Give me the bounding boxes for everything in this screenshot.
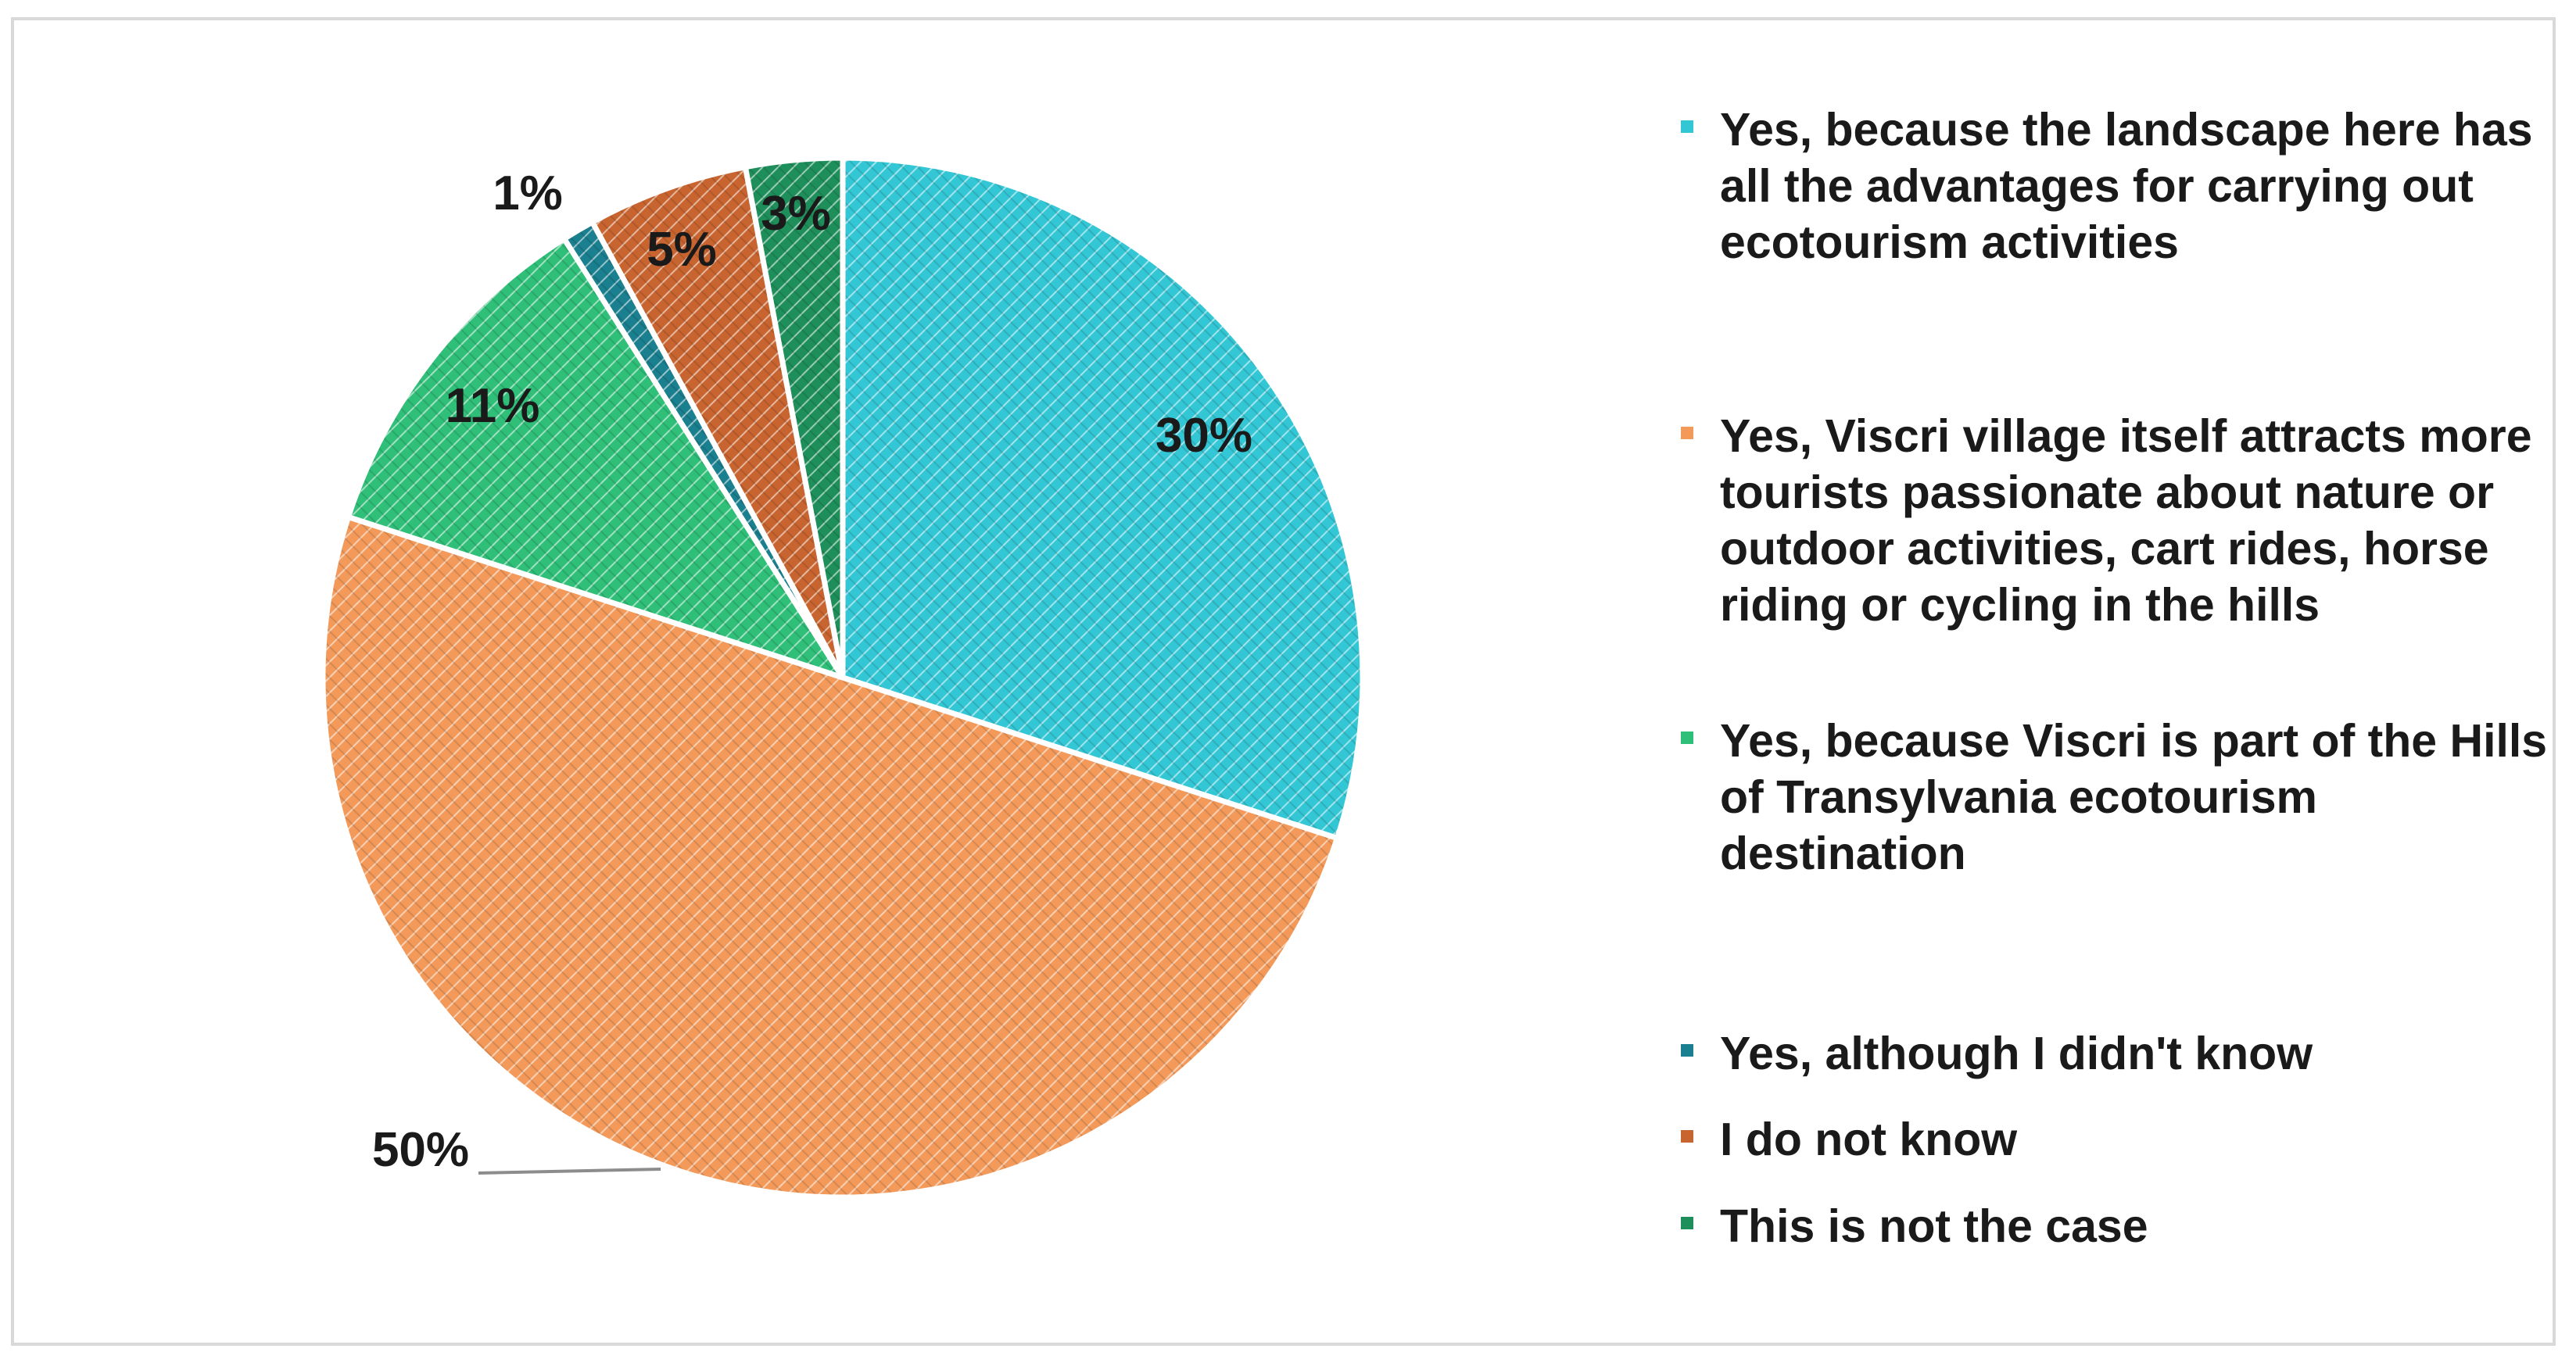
pie-slice-village [320, 513, 1341, 1200]
leader-line-50 [478, 1168, 661, 1175]
legend-label-landscape: Yes, because the landscape here has all … [1720, 104, 2533, 268]
pie-slice-not-the-case [742, 155, 846, 678]
legend-swatch-not-the-case [1681, 1217, 1693, 1229]
pie-slice-hills [345, 234, 850, 683]
legend-label-do-not-know: I do not know [1720, 1114, 2018, 1165]
legend-swatch-landscape [1681, 120, 1693, 133]
slice-label-didnt-know: 1% [493, 166, 563, 220]
slice-label-do-not-know: 5% [647, 223, 717, 277]
legend-swatch-do-not-know [1681, 1130, 1693, 1143]
legend-swatch-hills [1681, 732, 1693, 744]
slice-label-landscape: 30% [1155, 409, 1252, 463]
slice-label-not-the-case: 3% [761, 187, 831, 241]
legend-label-village: Yes, Viscri village itself attracts more… [1720, 410, 2532, 631]
pie-slices [320, 155, 1366, 1200]
slice-label-hills: 11% [446, 379, 540, 433]
pie-slice-landscape [840, 155, 1366, 842]
legend-label-hills: Yes, because Viscri is part of the Hills… [1720, 715, 2548, 879]
slice-label-village: 50% [372, 1123, 469, 1177]
pie-slice-do-not-know [588, 163, 846, 679]
legend-swatch-didnt-know [1681, 1044, 1693, 1057]
legend: Yes, because the landscape here has all … [1673, 0, 2549, 1370]
legend-label-didnt-know: Yes, although I didn't know [1720, 1028, 2313, 1079]
pie-labels: 30% 50% 11% 1% 5% 3% [372, 166, 1252, 1177]
legend-swatch-village [1681, 427, 1693, 439]
legend-label-not-the-case: This is not the case [1720, 1200, 2148, 1252]
